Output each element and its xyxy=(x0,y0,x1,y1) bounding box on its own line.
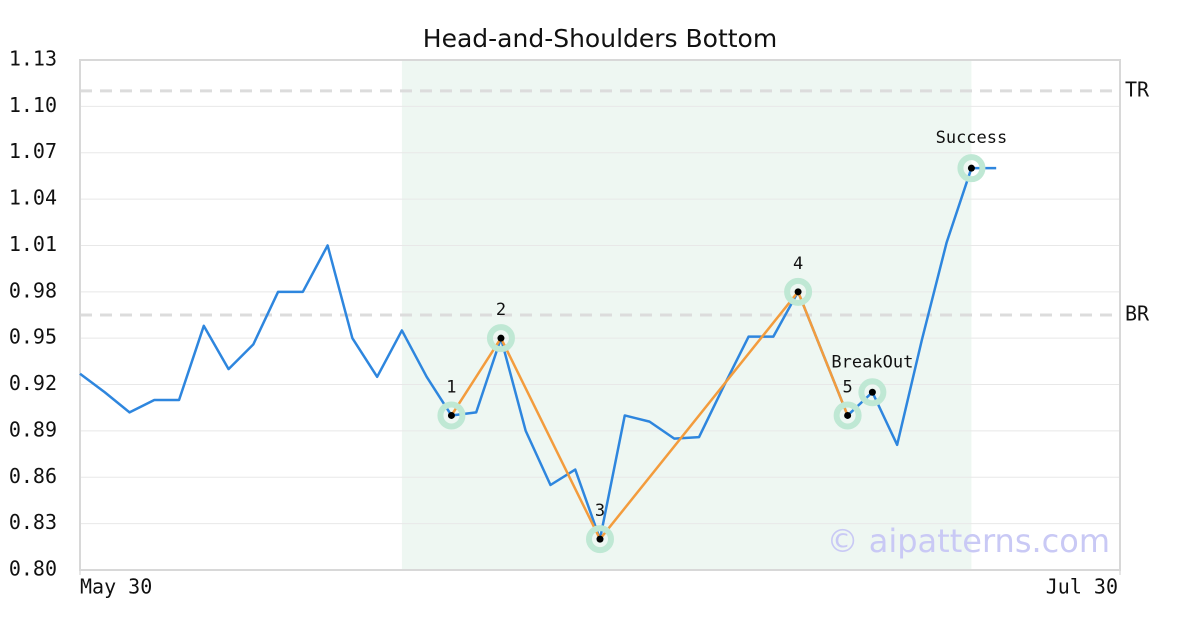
level-label: TR xyxy=(1125,77,1150,101)
pattern-point-halo xyxy=(858,378,887,407)
pattern-point xyxy=(967,164,975,172)
y-tick-label: 0.83 xyxy=(9,510,57,534)
y-tick-label: 0.95 xyxy=(9,325,57,349)
pattern-point xyxy=(844,411,852,419)
pattern-point xyxy=(497,334,505,342)
y-tick-label: 1.13 xyxy=(9,47,57,71)
point-label: 1 xyxy=(446,377,456,397)
x-tick-label: Jul 30 xyxy=(1046,575,1118,599)
x-tick-label: May 30 xyxy=(80,575,152,599)
plot-frame xyxy=(79,59,1121,571)
chart-title: Head-and-Shoulders Bottom xyxy=(423,24,777,53)
y-tick-label: 1.07 xyxy=(9,139,57,163)
pattern-point-halo xyxy=(437,401,466,430)
y-tick-label: 0.80 xyxy=(9,557,57,581)
point-label: 5 xyxy=(842,377,852,397)
pattern-point-halo xyxy=(957,154,986,183)
y-tick-label: 1.04 xyxy=(9,186,57,210)
pattern-point xyxy=(596,535,604,543)
point-label: Success xyxy=(936,128,1008,148)
pattern-point-halo xyxy=(784,277,813,306)
level-label: BR xyxy=(1125,302,1150,326)
y-tick-label: 0.86 xyxy=(9,464,57,488)
pattern-point-halo xyxy=(486,324,515,353)
y-tick-label: 1.01 xyxy=(9,232,57,256)
y-tick-label: 0.98 xyxy=(9,278,57,302)
pattern-point-halo xyxy=(833,401,862,430)
point-label: 3 xyxy=(595,501,605,521)
pattern-point xyxy=(447,411,455,419)
pattern-point-halo xyxy=(586,525,614,554)
point-label: 4 xyxy=(793,254,803,274)
pattern-point xyxy=(794,288,802,296)
y-tick-label: 0.89 xyxy=(9,417,57,441)
point-label: BreakOut xyxy=(831,352,913,372)
y-tick-label: 0.92 xyxy=(9,371,57,395)
watermark: © aipatterns.com xyxy=(827,522,1110,560)
point-label: 2 xyxy=(496,300,506,320)
pattern-point xyxy=(868,388,876,396)
y-tick-label: 1.10 xyxy=(9,93,57,117)
